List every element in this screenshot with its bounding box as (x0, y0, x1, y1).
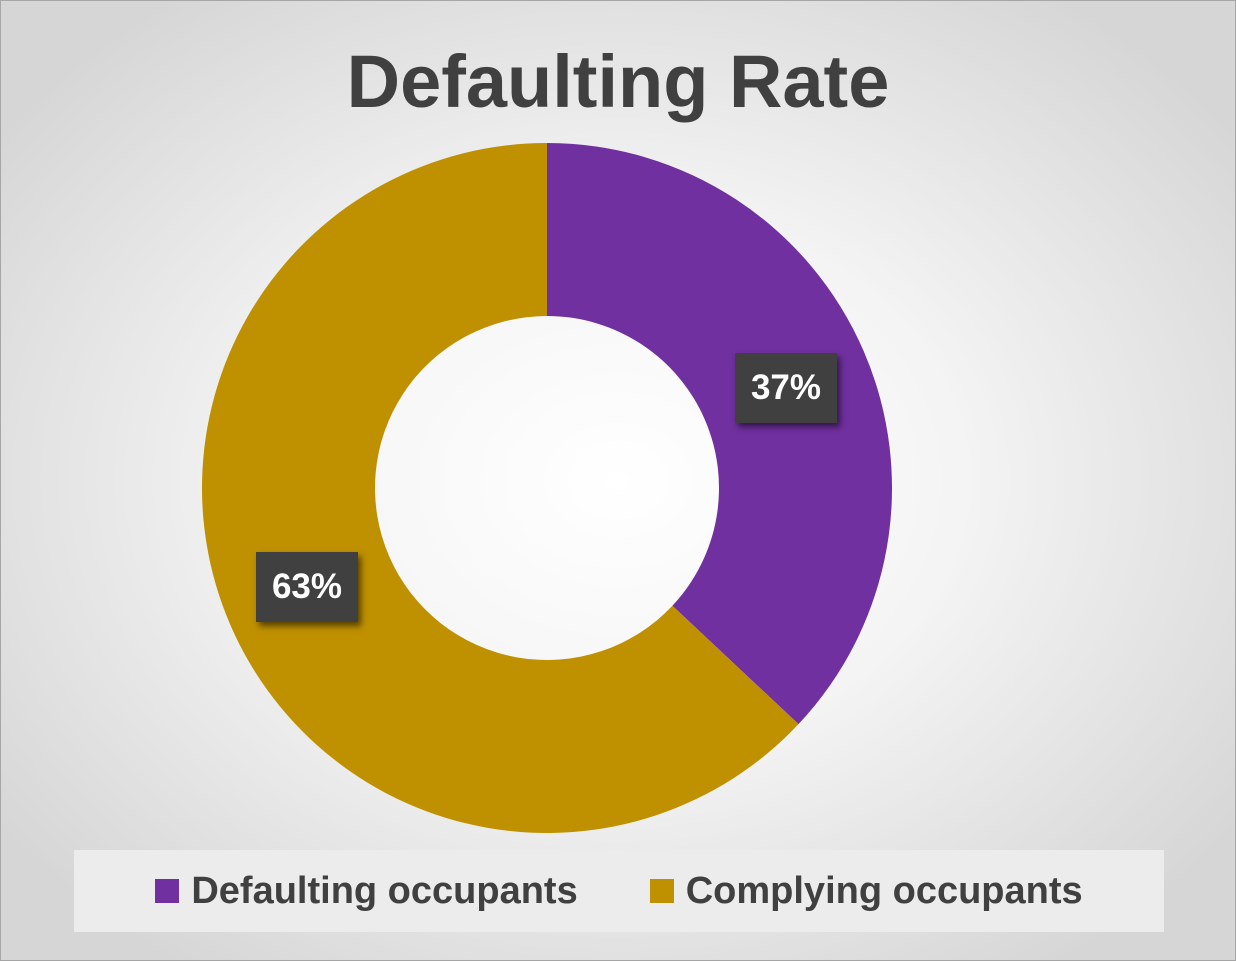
legend-label-complying: Complying occupants (685, 869, 1083, 912)
chart-title: Defaulting Rate (346, 40, 890, 123)
legend: Defaulting occupants Complying occupants (74, 850, 1164, 932)
slice-complying-occupants[interactable] (202, 143, 799, 833)
legend-item-defaulting[interactable]: Defaulting occupants (155, 869, 578, 913)
legend-swatch-complying (649, 879, 674, 903)
legend-swatch-defaulting (155, 879, 180, 903)
data-label-complying: 63% (256, 552, 358, 622)
legend-item-complying[interactable]: Complying occupants (649, 869, 1083, 913)
slice-defaulting-occupants[interactable] (547, 143, 893, 725)
data-label-defaulting: 37% (735, 353, 837, 423)
legend-label-defaulting: Defaulting occupants (191, 869, 578, 912)
